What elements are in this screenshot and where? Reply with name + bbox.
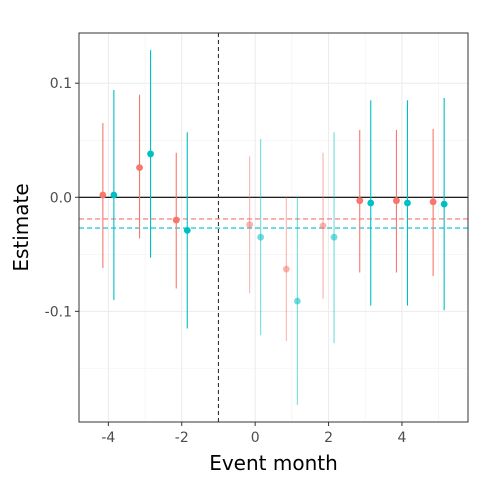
- series-1-point: [282, 265, 290, 273]
- y-axis: -0.1 0.0 0.1: [45, 76, 79, 320]
- series-2-point: [147, 150, 154, 158]
- y-tick-label: -0.1: [45, 304, 72, 320]
- series-2-point: [110, 191, 118, 199]
- series-2-point: [257, 233, 265, 241]
- x-tick-label: 4: [397, 430, 406, 446]
- x-tick-label: 0: [251, 430, 260, 446]
- series-1-point: [356, 197, 364, 205]
- y-tick-label: 0.0: [50, 190, 72, 206]
- series-2-point: [404, 199, 411, 207]
- series-1-point: [429, 198, 437, 206]
- series-1-point: [319, 222, 327, 230]
- x-axis: -4 -2 0 2 4: [101, 422, 406, 446]
- x-tick-label: 2: [324, 430, 333, 446]
- x-tick-label: -4: [101, 430, 115, 446]
- x-tick-label: -2: [175, 430, 189, 446]
- series-1-point: [136, 164, 143, 172]
- series-2-point: [440, 200, 448, 208]
- y-axis-title: Estimate: [9, 183, 33, 271]
- series-2-point: [330, 233, 338, 241]
- series-2-point: [367, 199, 375, 207]
- series-2-point: [293, 297, 301, 305]
- panel-border: [78, 32, 469, 423]
- y-tick-label: 0.1: [50, 76, 72, 92]
- reference-lines: [79, 33, 468, 422]
- series-1-point: [99, 191, 107, 199]
- plot-panel: [79, 33, 468, 422]
- chart-marks: [99, 50, 448, 405]
- series-1-point: [172, 216, 180, 224]
- series-1-point: [246, 221, 254, 229]
- x-axis-title: Event month: [209, 451, 338, 475]
- series-1-point: [393, 197, 400, 205]
- series-2-point: [183, 226, 191, 234]
